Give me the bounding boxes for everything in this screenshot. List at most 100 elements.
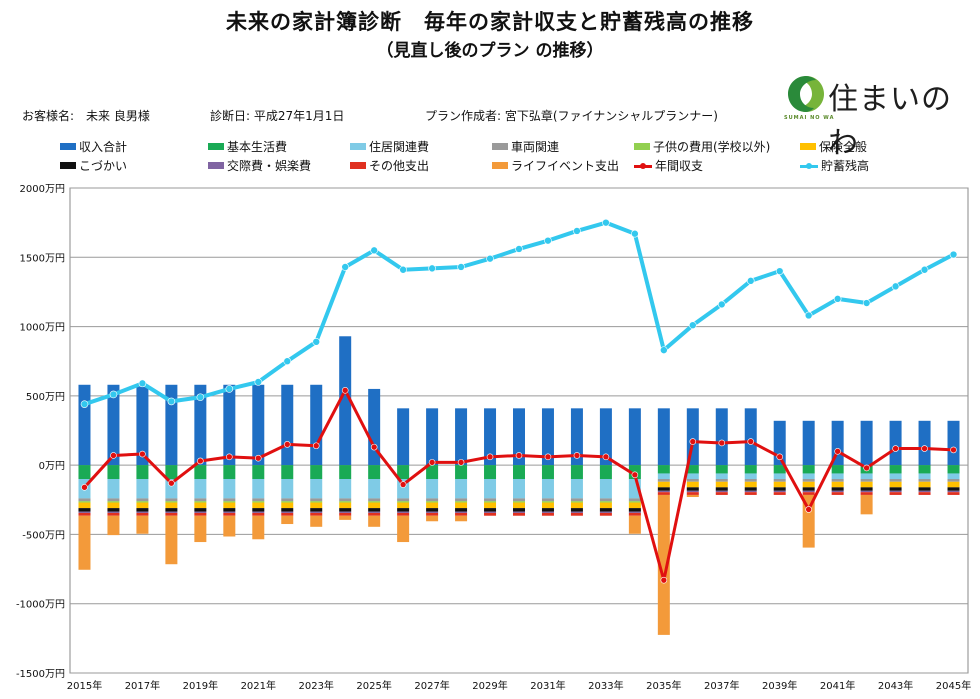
savings-point xyxy=(804,311,813,320)
legend-label: こづかい xyxy=(79,159,128,173)
expense-bar-segment xyxy=(223,501,236,503)
y-tick-label: 500万円 xyxy=(26,392,65,403)
expense-bar-segment xyxy=(773,492,786,495)
annual-balance-point xyxy=(892,445,899,452)
expense-bar-segment xyxy=(339,511,352,513)
annual-balance-point xyxy=(226,453,233,461)
expense-bar-segment xyxy=(310,515,323,527)
expense-bar-segment xyxy=(397,465,410,479)
expense-bar-segment xyxy=(107,502,120,509)
legend-item: 保険全般 xyxy=(800,138,867,155)
annual-balance-point xyxy=(834,447,841,455)
annual-balance-point xyxy=(341,387,349,394)
legend-item: その他支出 xyxy=(350,157,429,174)
expense-bar-segment xyxy=(628,502,641,509)
expense-bar-segment xyxy=(397,502,410,509)
x-tick-label: 2029年 xyxy=(472,679,507,692)
expense-bar-segment xyxy=(310,498,323,502)
annual-balance-point xyxy=(139,450,146,458)
legend-swatch xyxy=(60,162,76,169)
expense-bar-segment xyxy=(541,502,554,509)
expense-bar-segment xyxy=(860,487,873,491)
savings-point xyxy=(515,245,523,253)
expense-bar-segment xyxy=(570,479,583,499)
expense-bar-segment xyxy=(484,512,497,516)
x-tick-label: 2025年 xyxy=(356,679,391,692)
income-bar xyxy=(918,420,931,466)
expense-bar-segment xyxy=(426,508,439,512)
savings-point xyxy=(109,390,118,399)
savings-point xyxy=(486,254,494,263)
expense-bar-segment xyxy=(657,487,670,491)
expense-bar-segment xyxy=(484,498,497,502)
expense-bar-segment xyxy=(368,502,381,509)
expense-bar-segment xyxy=(947,479,960,482)
income-bar xyxy=(136,384,149,466)
expense-bar-segment xyxy=(599,501,612,503)
expense-bar-segment xyxy=(194,515,207,543)
expense-bar-segment xyxy=(570,501,583,503)
expense-bar-segment xyxy=(918,479,931,482)
expense-bar-segment xyxy=(455,515,468,522)
expense-bar-segment xyxy=(310,502,323,509)
expense-bar-segment xyxy=(252,512,265,516)
expense-bar-segment xyxy=(107,479,120,499)
annual-balance-point xyxy=(428,459,436,466)
expense-bar-segment xyxy=(223,512,236,516)
expense-bar-segment xyxy=(136,502,149,509)
expense-bar-segment xyxy=(599,465,612,479)
savings-point xyxy=(949,250,958,259)
expense-bar-segment xyxy=(165,515,178,565)
annual-balance-point xyxy=(544,453,552,461)
expense-bar-segment xyxy=(860,494,873,515)
expense-bar-segment xyxy=(310,511,323,513)
expense-bar-segment xyxy=(860,481,873,488)
income-bar xyxy=(310,384,323,466)
expense-bar-segment xyxy=(831,481,844,488)
legend-swatch xyxy=(492,162,508,169)
annual-balance-point xyxy=(718,439,726,447)
expense-bar-segment xyxy=(223,479,236,499)
x-tick-label: 2031年 xyxy=(530,679,565,692)
expense-bar-segment xyxy=(78,498,91,502)
annual-balance-point xyxy=(312,442,320,450)
savings-point xyxy=(573,227,581,235)
legend-item: 子供の費用(学校以外) xyxy=(634,138,770,155)
expense-bar-segment xyxy=(194,501,207,503)
expense-bar-segment xyxy=(599,512,612,516)
savings-point xyxy=(602,218,610,227)
expense-bar-segment xyxy=(889,481,902,488)
planner-name: プラン作成者: 宮下弘章(ファイナンシャルプランナー) xyxy=(425,109,718,123)
expense-bar-segment xyxy=(426,479,439,499)
expense-bar-segment xyxy=(194,502,207,509)
income-bar xyxy=(657,408,670,466)
annual-balance-point xyxy=(486,453,494,461)
expense-bar-segment xyxy=(165,465,178,479)
x-tick-label: 2019年 xyxy=(183,679,218,692)
expense-bar-segment xyxy=(281,465,294,479)
expense-bar-segment xyxy=(773,487,786,491)
savings-point xyxy=(891,282,900,291)
expense-bar-segment xyxy=(310,479,323,499)
legend-swatch xyxy=(60,143,76,150)
expense-bar-segment xyxy=(107,515,120,536)
expense-bar-segment xyxy=(773,465,786,474)
expense-bar-segment xyxy=(947,481,960,488)
expense-bar-segment xyxy=(657,479,670,482)
expense-bar-segment xyxy=(136,465,149,479)
legend-label: 貯蓄残高 xyxy=(821,159,870,173)
expense-bar-segment xyxy=(426,498,439,502)
expense-bar-segment xyxy=(628,508,641,512)
savings-point xyxy=(428,264,436,273)
expense-bar-segment xyxy=(426,465,439,479)
income-bar xyxy=(513,408,525,466)
expense-bar-segment xyxy=(281,479,294,499)
expense-bar-segment xyxy=(657,473,670,479)
expense-bar-segment xyxy=(657,465,670,474)
expense-bar-segment xyxy=(339,501,352,503)
expense-bar-segment xyxy=(194,512,207,516)
annual-balance-point xyxy=(602,453,610,461)
expense-bar-segment xyxy=(107,501,120,503)
expense-bar-segment xyxy=(744,473,757,479)
expense-bar-segment xyxy=(541,465,554,479)
